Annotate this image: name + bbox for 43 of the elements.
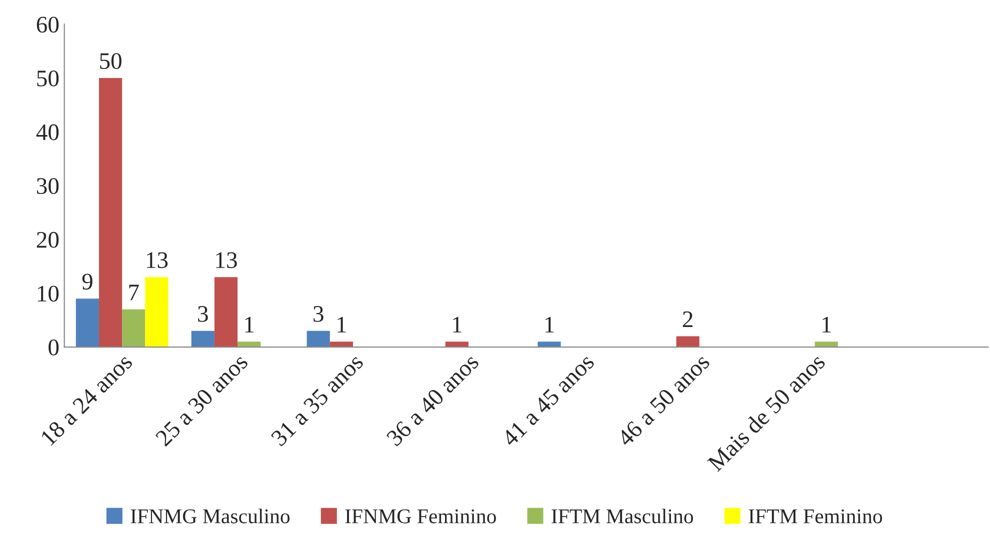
data-label: 7 [129,284,139,300]
bar [306,330,330,348]
legend-label: IFTM Feminino [748,509,882,524]
bar [238,342,261,348]
y-tick-label: 20 [36,232,59,248]
bar [330,342,353,348]
x-tick-label: 25 a 30 anos [154,352,249,447]
x-tick-label: 36 a 40 anos [386,352,480,447]
legend-label: IFNMG Feminino [345,509,496,524]
y-tick-label: 50 [37,70,59,86]
data-label: 1 [822,316,831,332]
bar [445,342,468,348]
data-label: 50 [100,53,122,70]
y-tick-label: 40 [36,124,59,140]
x-tick-label: 41 a 45 anos [500,353,596,448]
legend-label: IFTM Masculino [552,508,694,524]
y-tick-label: 10 [38,286,59,302]
data-label: 1 [453,316,462,332]
y-tick-label: 60 [36,16,59,33]
x-tick-label: 18 a 24 anos [40,356,134,446]
data-label: 1 [545,316,554,332]
x-tick-label: 31 a 35 anos [270,353,364,447]
bar [122,309,146,348]
bar [538,342,561,348]
bar [191,330,214,348]
bar [814,342,838,348]
bar [145,277,168,348]
data-label: 9 [82,274,92,290]
data-label: 13 [146,252,168,268]
data-label: 3 [198,306,208,322]
data-label: 3 [314,306,324,322]
y-tick-label: 0 [48,340,59,356]
bar [676,336,700,348]
data-label: 2 [682,311,692,328]
bar [214,277,238,348]
bar [76,298,99,348]
x-tick-label: 46 a 50 anos [616,352,711,448]
data-label: 1 [245,316,254,332]
bar [98,78,122,348]
y-tick-label: 30 [37,178,59,194]
legend-label: IFNMG Masculino [130,508,290,524]
data-label: 1 [338,316,346,332]
data-label: 13 [216,252,237,268]
